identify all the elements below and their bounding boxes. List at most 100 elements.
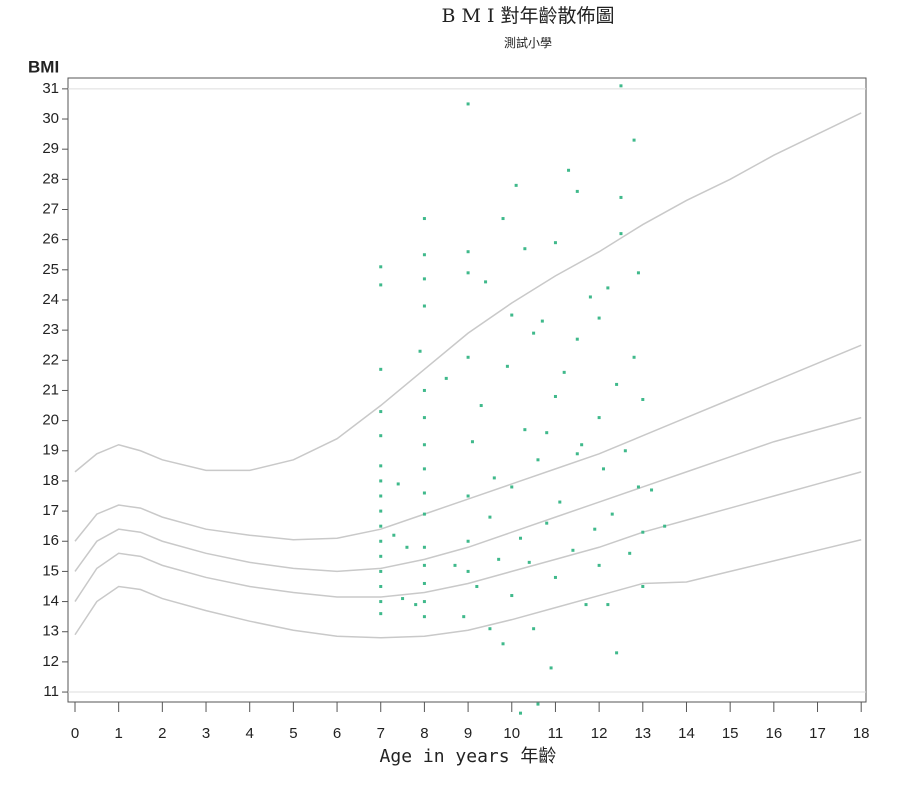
data-point xyxy=(379,584,383,588)
data-point xyxy=(540,319,544,323)
data-point xyxy=(379,283,383,287)
y-tick-label: 25 xyxy=(42,261,59,278)
y-tick-label: 28 xyxy=(42,170,59,187)
chart-title: B M I 對年齡散佈圖 xyxy=(441,5,614,27)
data-point xyxy=(606,286,610,290)
data-point xyxy=(466,250,470,254)
data-point xyxy=(510,313,514,317)
data-point xyxy=(636,485,640,489)
data-point xyxy=(444,376,448,380)
data-point xyxy=(422,304,426,308)
x-tick-label: 13 xyxy=(634,725,651,742)
data-point xyxy=(501,642,505,646)
data-point xyxy=(567,168,571,172)
data-point xyxy=(422,491,426,495)
data-point xyxy=(379,539,383,543)
data-point xyxy=(379,612,383,616)
x-tick-label: 6 xyxy=(333,725,341,742)
x-tick-label: 8 xyxy=(420,725,428,742)
data-point xyxy=(632,355,636,359)
y-axis-label: BMI xyxy=(28,57,59,76)
data-point xyxy=(632,138,636,142)
data-point xyxy=(470,440,474,444)
data-point xyxy=(453,563,457,567)
percentile-curve xyxy=(74,416,862,573)
data-point xyxy=(492,476,496,480)
y-tick-label: 24 xyxy=(42,291,59,308)
y-tick-label: 17 xyxy=(42,502,59,519)
x-tick-label: 16 xyxy=(765,725,782,742)
data-point xyxy=(597,316,601,320)
data-point xyxy=(615,651,619,655)
data-point xyxy=(510,485,514,489)
data-point xyxy=(532,627,536,631)
y-tick-label: 15 xyxy=(42,562,59,579)
data-point xyxy=(519,536,523,540)
data-point xyxy=(422,545,426,549)
data-point xyxy=(422,615,426,619)
y-tick-label: 13 xyxy=(42,623,59,640)
y-tick-label: 30 xyxy=(42,110,59,127)
data-point xyxy=(475,584,479,588)
data-point xyxy=(379,479,383,483)
data-point xyxy=(588,295,592,299)
x-tick-label: 7 xyxy=(377,725,385,742)
data-point xyxy=(606,603,610,607)
data-point xyxy=(562,370,566,374)
data-point xyxy=(619,84,623,88)
data-point xyxy=(527,560,531,564)
data-point xyxy=(379,410,383,414)
x-tick-label: 2 xyxy=(158,725,166,742)
data-point xyxy=(636,271,640,275)
data-point xyxy=(466,569,470,573)
data-point xyxy=(405,545,409,549)
data-point xyxy=(422,277,426,281)
data-point xyxy=(479,404,483,408)
data-point xyxy=(558,500,562,504)
chart-subtitle: 測試小學 xyxy=(504,35,552,50)
data-point xyxy=(484,280,488,284)
data-point xyxy=(545,431,549,435)
data-point xyxy=(379,509,383,513)
data-point xyxy=(615,382,619,386)
data-point xyxy=(422,467,426,471)
data-point xyxy=(414,603,418,607)
data-point xyxy=(575,452,579,456)
data-point xyxy=(575,337,579,341)
data-point xyxy=(488,515,492,519)
x-tick-label: 9 xyxy=(464,725,472,742)
data-point xyxy=(623,449,627,453)
data-point xyxy=(575,189,579,193)
y-tick-label: 23 xyxy=(42,321,59,338)
data-point xyxy=(593,527,597,531)
data-point xyxy=(523,247,527,251)
data-point xyxy=(663,524,667,528)
x-axis-label: Age in years 年齡 xyxy=(380,746,557,767)
data-point xyxy=(532,331,536,335)
data-point xyxy=(549,666,553,670)
data-point xyxy=(510,594,514,598)
y-tick-label: 19 xyxy=(42,442,59,459)
x-tick-label: 0 xyxy=(71,725,79,742)
x-tick-label: 10 xyxy=(503,725,520,742)
data-point xyxy=(422,563,426,567)
data-point xyxy=(597,563,601,567)
data-point xyxy=(466,539,470,543)
data-point xyxy=(379,524,383,528)
y-tick-label: 27 xyxy=(42,200,59,217)
data-point xyxy=(505,364,509,368)
y-tick-label: 18 xyxy=(42,472,59,489)
percentile-curve xyxy=(74,471,862,602)
plot-frame xyxy=(67,77,867,703)
data-point xyxy=(619,195,623,199)
data-point xyxy=(422,443,426,447)
data-point xyxy=(466,355,470,359)
y-tick-label: 16 xyxy=(42,532,59,549)
data-point xyxy=(597,416,601,420)
x-tick-label: 17 xyxy=(809,725,826,742)
y-tick-label: 26 xyxy=(42,231,59,248)
data-point xyxy=(497,557,501,561)
data-point xyxy=(422,416,426,420)
data-point xyxy=(379,554,383,558)
